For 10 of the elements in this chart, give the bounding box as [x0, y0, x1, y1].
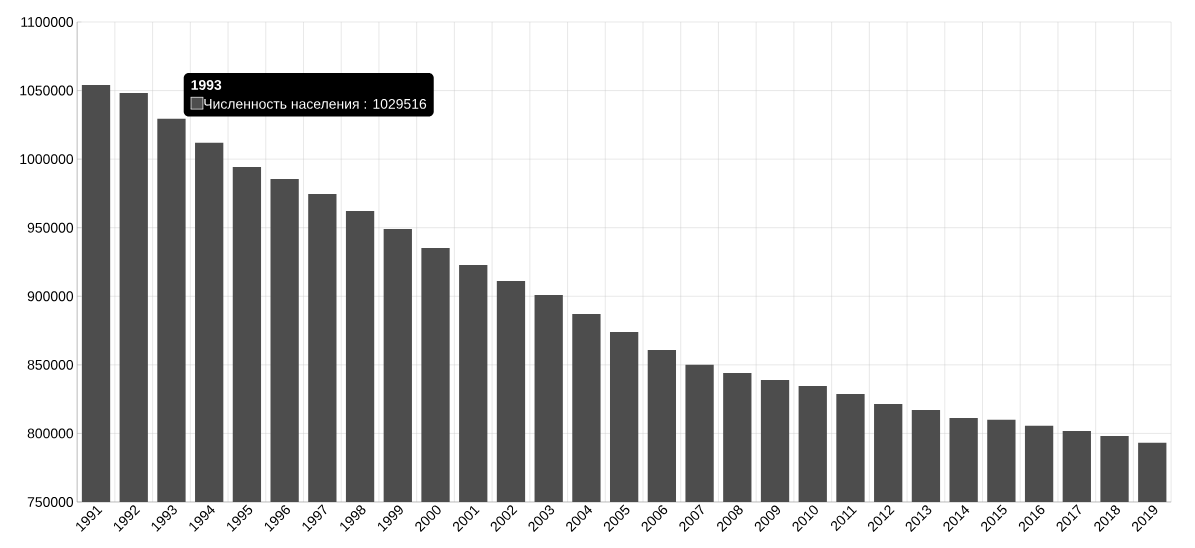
y-tick-label: 1100000	[21, 17, 74, 27]
y-tick-label: 950000	[27, 222, 74, 233]
annotation: 1993	[191, 80, 222, 90]
y-tick-label: 750000	[27, 497, 74, 507]
annotation: Численность населения : 1029516	[204, 98, 427, 109]
y-tick-label: 900000	[27, 291, 74, 302]
y-tick-label: 1000000	[20, 154, 74, 165]
y-tick-label: 850000	[27, 359, 74, 370]
y-tick-label: 800000	[27, 428, 74, 439]
y-tick-label: 1050000	[20, 85, 74, 96]
